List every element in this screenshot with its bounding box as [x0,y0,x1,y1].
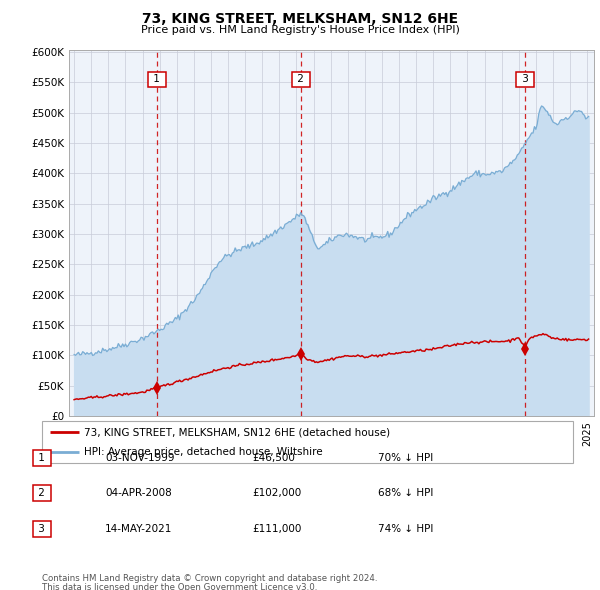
Text: 2: 2 [35,489,49,498]
Text: 2: 2 [295,74,307,84]
Text: £102,000: £102,000 [252,489,301,498]
Text: 1: 1 [151,74,163,84]
Text: 04-APR-2008: 04-APR-2008 [105,489,172,498]
Text: £46,500: £46,500 [252,453,295,463]
Text: 68% ↓ HPI: 68% ↓ HPI [378,489,433,498]
Text: This data is licensed under the Open Government Licence v3.0.: This data is licensed under the Open Gov… [42,583,317,590]
Text: 73, KING STREET, MELKSHAM, SN12 6HE: 73, KING STREET, MELKSHAM, SN12 6HE [142,12,458,26]
Text: Contains HM Land Registry data © Crown copyright and database right 2024.: Contains HM Land Registry data © Crown c… [42,574,377,583]
Text: 03-NOV-1999: 03-NOV-1999 [105,453,175,463]
Text: 70% ↓ HPI: 70% ↓ HPI [378,453,433,463]
Text: 73, KING STREET, MELKSHAM, SN12 6HE (detached house): 73, KING STREET, MELKSHAM, SN12 6HE (det… [85,427,391,437]
Text: 14-MAY-2021: 14-MAY-2021 [105,524,172,533]
Text: 74% ↓ HPI: 74% ↓ HPI [378,524,433,533]
FancyBboxPatch shape [42,421,573,463]
Text: 3: 3 [518,74,532,84]
Text: Price paid vs. HM Land Registry's House Price Index (HPI): Price paid vs. HM Land Registry's House … [140,25,460,35]
Text: 3: 3 [35,524,49,533]
Text: £111,000: £111,000 [252,524,301,533]
Text: 1: 1 [35,453,49,463]
Text: HPI: Average price, detached house, Wiltshire: HPI: Average price, detached house, Wilt… [85,447,323,457]
